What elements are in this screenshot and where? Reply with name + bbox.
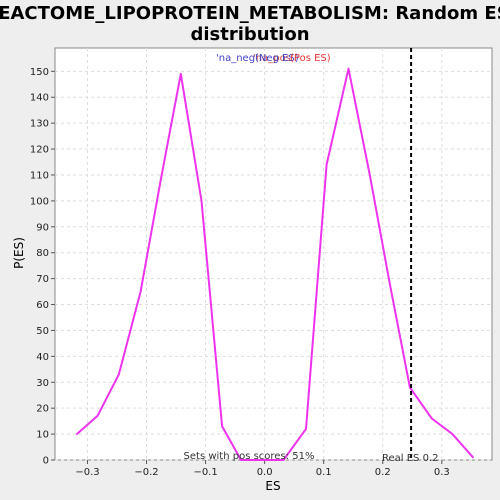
- y-tick-label: 120: [30, 145, 49, 156]
- x-tick-label: −0.1: [193, 467, 217, 478]
- pos-scores-annotation: Sets with pos scores: 51%: [184, 451, 315, 462]
- data-point: [159, 179, 162, 181]
- y-tick-label: 0: [43, 456, 49, 467]
- data-point: [451, 433, 454, 435]
- y-tick-label: 110: [30, 170, 49, 181]
- y-tick-label: 140: [30, 93, 49, 104]
- legend-pos-es: (Pos ES): [290, 53, 331, 64]
- y-tick-label: 40: [36, 352, 49, 363]
- y-tick-label: 50: [36, 326, 49, 337]
- data-point: [200, 200, 203, 202]
- x-tick-label: 0.0: [257, 467, 273, 478]
- y-tick-label: 30: [36, 378, 49, 389]
- data-point: [368, 174, 371, 176]
- y-tick-label: 10: [36, 430, 49, 441]
- legend-neg-es: (Neg ES): [255, 53, 299, 64]
- chart-title-line1: REACTOME_LIPOPROTEIN_METABOLISM: Random …: [0, 3, 500, 24]
- y-tick-label: 80: [36, 248, 49, 259]
- plot-area: [54, 47, 493, 461]
- data-point: [139, 290, 142, 293]
- y-tick-label: 130: [30, 119, 49, 130]
- legend: 'na_neg' 'na_pos' (Neg ES) (Pos ES): [216, 53, 331, 64]
- series-layer: [76, 67, 474, 461]
- data-point: [282, 459, 285, 461]
- data-point: [430, 417, 433, 420]
- data-point: [472, 456, 474, 459]
- data-point: [347, 67, 350, 70]
- x-tick-label: 0.3: [434, 467, 450, 478]
- data-point: [96, 415, 99, 417]
- x-axis-label: ES: [265, 479, 280, 493]
- y-tick-label: 60: [36, 300, 49, 311]
- data-point: [76, 433, 78, 435]
- data-point: [221, 425, 223, 428]
- data-point: [179, 73, 182, 75]
- x-tick-label: −0.2: [134, 467, 158, 478]
- x-tick-label: 0.2: [375, 467, 391, 478]
- x-tick-label: −0.3: [75, 467, 99, 478]
- legend-na-neg: 'na_neg': [216, 53, 258, 64]
- data-point: [325, 163, 328, 166]
- data-point: [305, 428, 307, 430]
- legend-na-pos: 'na_pos': [253, 53, 294, 64]
- grid-lines: [55, 48, 492, 461]
- data-point: [389, 282, 391, 285]
- y-tick-label: 90: [36, 222, 49, 233]
- data-point: [240, 459, 242, 461]
- y-tick-label: 20: [36, 404, 49, 415]
- es-distribution-line: [76, 67, 474, 461]
- y-axis-label: P(ES): [12, 237, 26, 269]
- y-axis-ticks: 0 10 20 30 40 50 60 70 80 90 100 110 120 130 140 150: [30, 67, 55, 467]
- data-point: [263, 459, 266, 461]
- y-tick-label: 70: [36, 274, 49, 285]
- data-point: [117, 373, 120, 376]
- x-tick-label: 0.1: [316, 467, 332, 478]
- y-tick-label: 150: [30, 67, 49, 78]
- real-es-annotation: Real ES 0.2: [382, 453, 438, 464]
- chart-title-line2: distribution: [190, 24, 309, 45]
- y-tick-label: 100: [30, 196, 49, 207]
